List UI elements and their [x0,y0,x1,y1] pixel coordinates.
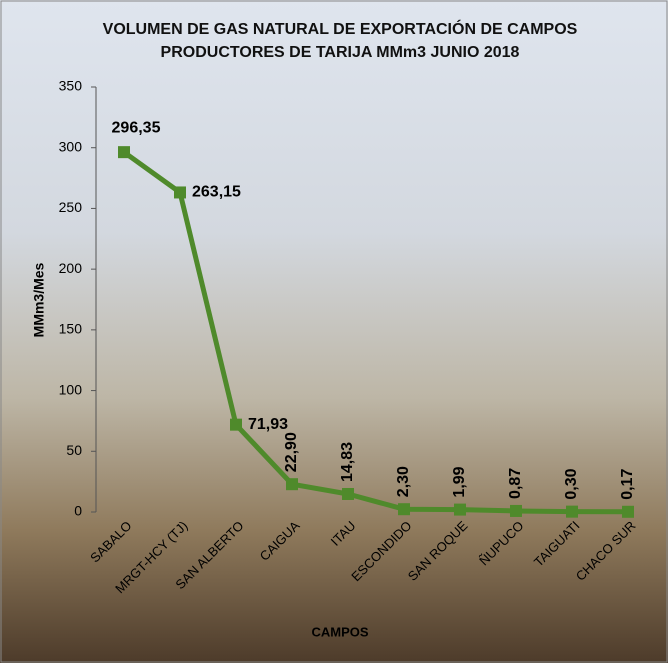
value-label: 2,30 [395,466,412,497]
frame [1,1,667,662]
marker [510,505,522,517]
value-label: 0,87 [507,468,524,499]
y-tick-label: 350 [59,78,83,94]
x-tick-label: SABALO [87,518,134,565]
marker [454,504,466,516]
y-tick-label: 0 [74,503,82,519]
x-tick-label: CHACO SUR [573,518,639,584]
plot: MMm3/Mes CAMPOS 0 50 100 150 200 250 300 350 296… [0,0,668,663]
y-tick-label: 100 [59,381,83,397]
chart-title: VOLUMEN DE GAS NATURAL DE EXPORTACIÓN DE… [70,18,610,64]
y-tick-label: 250 [59,199,83,215]
x-tick-label: ÑUPUCO [476,518,526,568]
marker [230,419,242,431]
marker [398,503,410,515]
y-tick-label: 200 [59,260,83,276]
marker [342,488,354,500]
x-tick-label: SAN ROQUE [405,518,471,584]
y-tick-label: 150 [59,321,83,337]
value-label: 263,15 [192,184,241,201]
marker [118,146,130,158]
value-label: 22,90 [283,432,300,472]
marker [622,506,634,518]
y-tick-label: 50 [66,442,82,458]
value-label: 71,93 [248,416,288,433]
value-label: 0,30 [563,468,580,499]
y-tick-label: 300 [59,138,83,154]
value-label: 296,35 [112,119,161,136]
data-line [124,152,628,512]
value-label: 14,83 [339,442,356,482]
marker [174,186,186,198]
x-tick-label: TAIGUATI [531,518,583,570]
value-label: 0,17 [619,469,636,500]
chart: MMm3/Mes CAMPOS 0 50 100 150 200 250 300 350 296… [0,0,668,663]
x-tick-label: ITAU [328,518,359,549]
marker [566,506,578,518]
x-axis-label: CAMPOS [311,624,368,639]
y-axis-label: MMm3/Mes [31,262,47,337]
x-tick-label: CAIGUA [257,518,303,564]
marker [286,478,298,490]
value-label: 1,99 [451,466,468,497]
